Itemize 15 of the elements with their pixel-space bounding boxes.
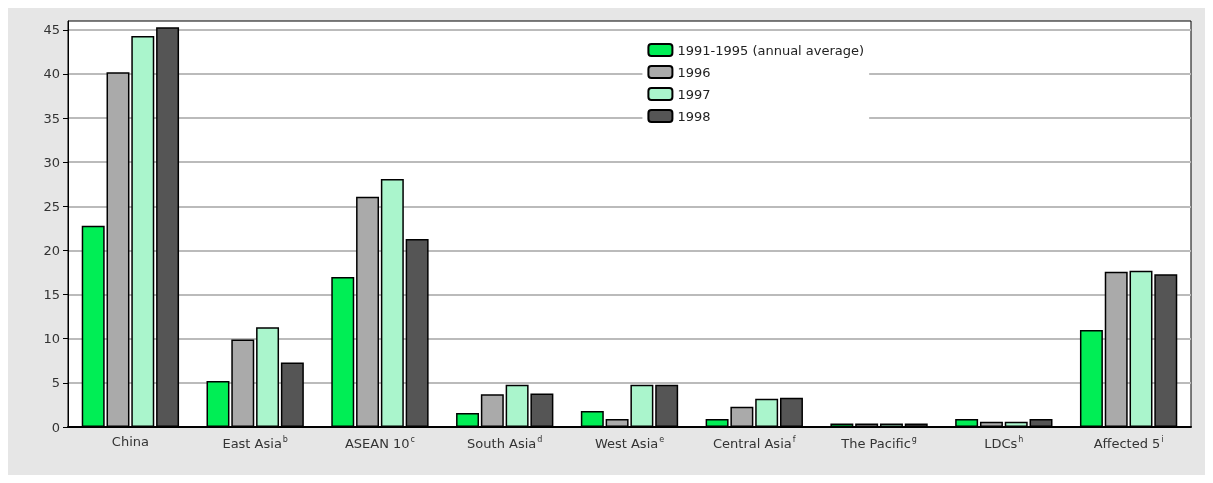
y-tick-label: 20 bbox=[43, 242, 60, 258]
y-tick-label: 0 bbox=[51, 419, 60, 435]
y-tick-label: 45 bbox=[43, 22, 60, 38]
y-tick-label: 25 bbox=[43, 198, 60, 214]
x-tick-label: China bbox=[111, 434, 149, 449]
legend-label: 1991-1995 (annual average) bbox=[677, 42, 865, 58]
legend-label: 1997 bbox=[677, 86, 711, 102]
y-tick-label: 30 bbox=[43, 154, 60, 170]
y-tick-label: 10 bbox=[43, 331, 60, 347]
y-tick-label: 5 bbox=[51, 375, 60, 391]
legend-label: 1998 bbox=[677, 108, 711, 124]
legend-label: 1996 bbox=[677, 64, 711, 80]
y-tick-label: 35 bbox=[43, 110, 60, 126]
y-tick-label: 15 bbox=[43, 287, 60, 303]
y-tick-label: 40 bbox=[43, 66, 60, 82]
